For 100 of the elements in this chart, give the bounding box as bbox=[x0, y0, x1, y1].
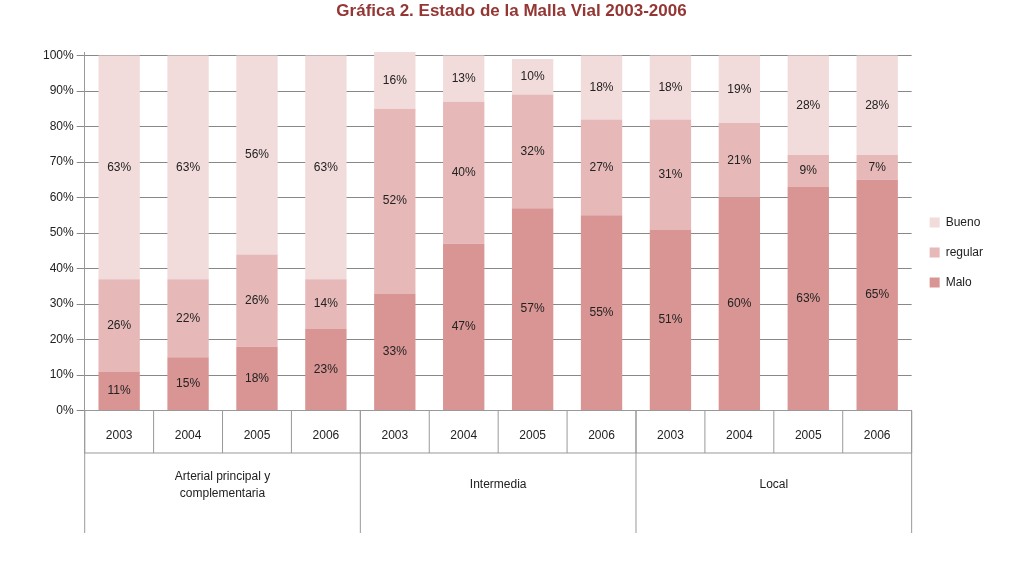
bar bbox=[718, 55, 761, 124]
y-tick-label: 90% bbox=[49, 83, 75, 98]
bar bbox=[167, 279, 209, 358]
data-label: 13% bbox=[451, 70, 477, 85]
data-label: 32% bbox=[520, 143, 545, 158]
x-tick-label: 2006 bbox=[312, 428, 340, 443]
bar bbox=[98, 279, 140, 372]
data-label: 63% bbox=[176, 159, 201, 174]
bar bbox=[580, 119, 623, 216]
data-label: 65% bbox=[865, 287, 890, 302]
bar bbox=[98, 55, 140, 280]
bar bbox=[236, 346, 278, 411]
y-tick-label: 80% bbox=[49, 118, 75, 133]
bar bbox=[167, 55, 209, 280]
data-label: 56% bbox=[244, 147, 270, 162]
bar bbox=[718, 197, 761, 411]
bar bbox=[443, 243, 485, 411]
x-tick-label: 2003 bbox=[657, 428, 685, 443]
data-label: 33% bbox=[382, 344, 408, 359]
x-tick-label: 2006 bbox=[588, 428, 616, 443]
data-label: 22% bbox=[176, 310, 201, 325]
bar bbox=[443, 101, 485, 244]
bar bbox=[374, 108, 416, 294]
bar bbox=[305, 55, 347, 280]
bar bbox=[649, 229, 692, 411]
data-label: 28% bbox=[865, 97, 890, 112]
x-tick-label: 2006 bbox=[863, 428, 891, 443]
x-tick-label: 2004 bbox=[726, 428, 754, 443]
data-label: 9% bbox=[799, 163, 818, 178]
y-tick-label: 60% bbox=[49, 189, 75, 204]
data-label: 18% bbox=[658, 79, 683, 94]
bar bbox=[305, 328, 347, 411]
data-label: 10% bbox=[520, 69, 545, 84]
data-label: 27% bbox=[589, 159, 614, 174]
x-tick-label: 2005 bbox=[519, 428, 547, 443]
text: Intermedia bbox=[469, 477, 527, 492]
data-label: 26% bbox=[107, 317, 132, 332]
data-label: 16% bbox=[382, 72, 408, 87]
bar bbox=[649, 55, 692, 120]
text: Arterial principal y complementaria bbox=[174, 469, 271, 501]
y-tick-label: 50% bbox=[49, 225, 75, 240]
data-label: 28% bbox=[796, 97, 821, 112]
bar bbox=[856, 154, 898, 180]
x-tick-label: 2003 bbox=[105, 428, 133, 443]
data-label: 47% bbox=[451, 319, 477, 334]
y-tick-label: 20% bbox=[49, 331, 75, 346]
y-tick-label: 30% bbox=[49, 296, 75, 311]
bar bbox=[580, 55, 623, 120]
data-label: 18% bbox=[589, 79, 614, 94]
bar bbox=[856, 55, 898, 155]
data-label: 21% bbox=[727, 152, 752, 167]
data-label: 19% bbox=[727, 81, 752, 96]
bar bbox=[787, 55, 829, 155]
bar bbox=[787, 154, 829, 187]
y-tick-label: 100% bbox=[42, 47, 75, 62]
bar bbox=[374, 293, 416, 411]
x-tick-label: 2005 bbox=[243, 428, 271, 443]
bar bbox=[718, 123, 761, 198]
legend-label: Malo bbox=[945, 274, 972, 289]
bar bbox=[374, 52, 416, 109]
text: Local bbox=[759, 477, 789, 492]
data-label: 60% bbox=[727, 296, 752, 311]
bar bbox=[236, 55, 278, 255]
bar bbox=[511, 94, 554, 209]
y-tick-label: 70% bbox=[49, 154, 75, 169]
legend-label: regular bbox=[945, 244, 984, 259]
data-label: 14% bbox=[313, 296, 339, 311]
data-label: 15% bbox=[176, 376, 201, 391]
bar bbox=[305, 279, 347, 329]
data-label: 52% bbox=[382, 193, 408, 208]
bar bbox=[511, 208, 554, 411]
data-label: 23% bbox=[313, 361, 339, 376]
x-tick-label: 2004 bbox=[450, 428, 478, 443]
data-label: 57% bbox=[520, 301, 545, 316]
data-label: 63% bbox=[107, 159, 132, 174]
bar bbox=[511, 59, 554, 95]
bar bbox=[98, 371, 140, 411]
bar bbox=[856, 179, 898, 411]
data-label: 18% bbox=[244, 370, 270, 385]
data-label: 40% bbox=[451, 165, 477, 180]
data-label: 7% bbox=[868, 159, 887, 174]
data-label: 63% bbox=[313, 159, 339, 174]
x-tick-label: 2005 bbox=[794, 428, 822, 443]
bar bbox=[236, 254, 278, 347]
data-label: 55% bbox=[589, 305, 614, 320]
data-label: 26% bbox=[244, 292, 270, 307]
x-tick-label: 2003 bbox=[381, 428, 409, 443]
bar bbox=[787, 186, 829, 411]
data-label: 11% bbox=[107, 383, 132, 398]
y-tick-label: 40% bbox=[49, 260, 75, 275]
y-tick-label: 0% bbox=[56, 402, 75, 417]
legend-label: Bueno bbox=[945, 214, 981, 229]
bar bbox=[649, 119, 692, 230]
x-tick-label: 2004 bbox=[174, 428, 202, 443]
data-label: 31% bbox=[658, 166, 683, 181]
bar bbox=[443, 55, 485, 102]
data-label: 63% bbox=[796, 290, 821, 305]
bar bbox=[167, 357, 209, 411]
y-tick-label: 10% bbox=[49, 367, 75, 382]
data-label: 51% bbox=[658, 312, 683, 327]
